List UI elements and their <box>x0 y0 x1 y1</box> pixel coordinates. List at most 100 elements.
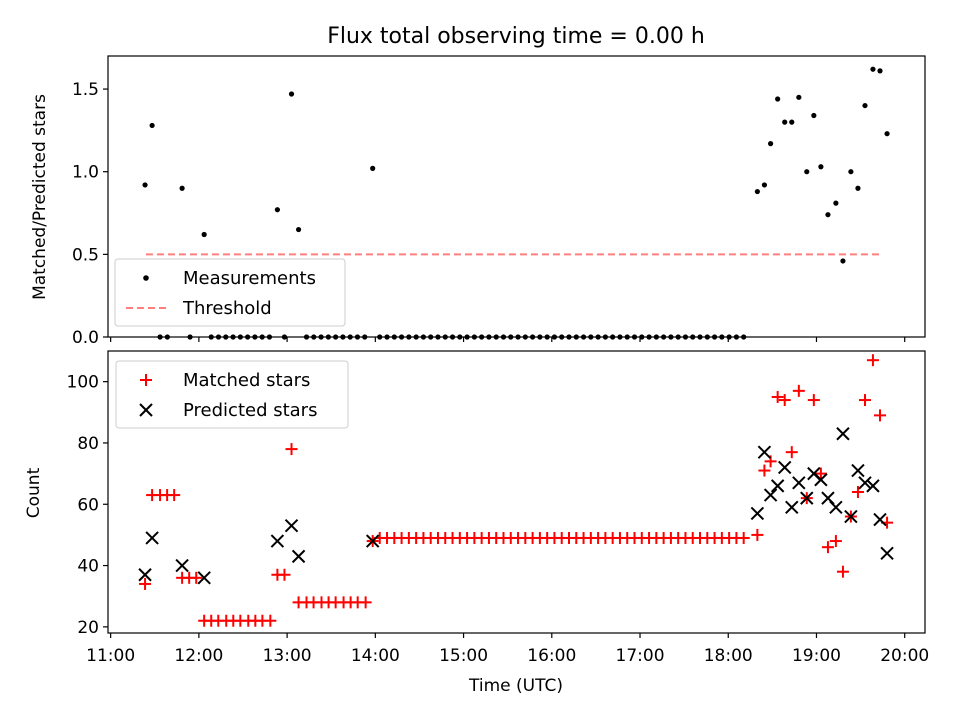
x-tick-label: 16:00 <box>527 646 576 666</box>
ratio-plot-frame <box>107 55 926 338</box>
matched-point <box>737 531 750 544</box>
measurement-point <box>825 212 831 218</box>
measurement-point <box>804 169 810 175</box>
matched-point <box>278 568 291 581</box>
count-y-tick-label: 20 <box>77 618 99 638</box>
measurement-point <box>288 91 295 97</box>
measurement-point <box>884 131 890 137</box>
measurement-point <box>877 68 883 74</box>
x-tick-label: 17:00 <box>616 646 665 666</box>
matched-point <box>139 577 152 590</box>
predicted-point <box>785 500 799 515</box>
matched-point <box>771 390 784 403</box>
matched-point <box>859 394 872 407</box>
matched-point <box>829 535 842 548</box>
measurement-point <box>754 188 760 195</box>
legend-threshold-label: Threshold <box>182 298 272 319</box>
matched-point <box>285 443 298 456</box>
ratio-legend-box <box>114 258 346 327</box>
matched-point <box>758 464 771 477</box>
count-y-tick-label: 80 <box>77 434 99 454</box>
measurement-point <box>862 102 868 109</box>
measurement-point <box>761 182 768 188</box>
predicted-point <box>145 531 159 545</box>
ratio-y-tick-label: 1.0 <box>72 163 99 183</box>
predicted-point <box>814 473 828 487</box>
matched-point <box>785 446 798 459</box>
legend-predicted-label: Predicted stars <box>183 400 317 421</box>
legend-matched-marker <box>140 374 152 386</box>
count-legend-box <box>115 360 349 429</box>
legend-measurements-marker <box>143 275 149 281</box>
measurement-point <box>149 122 155 129</box>
measurement-point <box>818 164 824 170</box>
x-tick-label: 19:00 <box>792 646 841 666</box>
predicted-point <box>770 479 785 493</box>
x-axis-label: Time (UTC) <box>468 676 563 696</box>
count-y-axis-label: Count <box>24 467 44 518</box>
predicted-point <box>138 568 152 582</box>
chart-title: Flux total observing time = 0.00 h <box>327 24 705 49</box>
predicted-point <box>778 460 792 475</box>
predicted-point <box>858 476 872 490</box>
measurement-point <box>295 226 302 233</box>
predicted-point <box>750 506 765 521</box>
count-series <box>138 354 894 627</box>
count-y-tick-label: 40 <box>77 557 99 577</box>
matched-point <box>792 384 805 397</box>
count-panel: 20 40 60 80 100 11:00 12:00 13:00 14:00 15:00 16:0… <box>24 350 929 696</box>
measurement-point <box>789 119 795 125</box>
measurement-point <box>179 185 185 191</box>
predicted-point <box>880 546 894 561</box>
measurement-point <box>767 141 774 147</box>
predicted-point <box>866 479 880 493</box>
count-legend: Matched stars Predicted stars <box>115 360 349 429</box>
predicted-point <box>291 549 306 564</box>
predicted-point <box>792 476 806 490</box>
x-tick-label: 12:00 <box>174 646 223 666</box>
measurement-point <box>848 169 854 175</box>
measurement-point <box>782 119 788 125</box>
measurement-point <box>775 96 781 102</box>
predicted-point <box>175 558 189 573</box>
ratio-y-tick-label: 0.5 <box>72 245 99 265</box>
matched-point <box>807 394 820 407</box>
ratio-series <box>142 66 890 340</box>
matched-point <box>751 528 764 541</box>
legend-predicted-marker <box>139 403 153 417</box>
x-tick-label: 18:00 <box>704 646 753 666</box>
ratio-y-tick-label: 1.5 <box>72 80 99 100</box>
x-tick-label: 20:00 <box>880 646 929 666</box>
measurement-point <box>201 231 207 238</box>
measurement-point <box>370 165 376 171</box>
predicted-point <box>763 488 778 502</box>
predicted-point <box>284 519 299 533</box>
predicted-point <box>197 571 211 585</box>
measurement-point <box>274 207 280 213</box>
legend-measurements-label: Measurements <box>183 268 316 289</box>
predicted-point <box>270 534 285 548</box>
matched-point <box>190 571 203 584</box>
predicted-point <box>365 534 380 548</box>
x-tick-label: 11:00 <box>86 646 135 666</box>
predicted-point <box>800 491 814 505</box>
matched-point <box>264 614 277 627</box>
measurement-point <box>833 200 839 206</box>
matched-point <box>814 467 827 480</box>
matched-point <box>778 394 791 407</box>
count-plot-frame <box>107 350 926 634</box>
measurement-point <box>811 112 817 119</box>
matched-point <box>866 354 879 367</box>
x-tick-label: 15:00 <box>439 646 488 666</box>
matched-point <box>359 596 372 609</box>
matched-point <box>851 486 864 498</box>
legend-matched-label: Matched stars <box>183 370 310 391</box>
matched-point <box>821 541 834 554</box>
ratio-y-axis-label: Matched/Predicted stars <box>30 94 50 300</box>
ratio-y-tick-label: 0.0 <box>72 328 99 348</box>
matched-point <box>168 489 181 502</box>
x-tick-label: 13:00 <box>263 646 312 666</box>
ratio-legend: Measurements Threshold <box>114 258 346 327</box>
